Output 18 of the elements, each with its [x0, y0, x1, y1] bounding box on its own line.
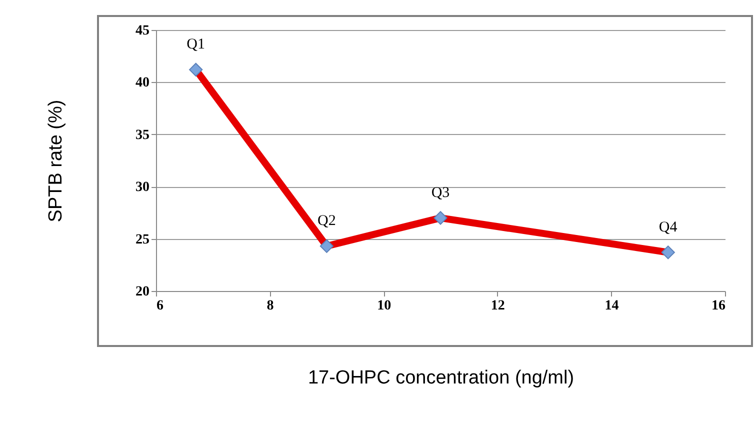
x-tick-label: 16: [712, 298, 726, 314]
annotation: Q1: [186, 36, 205, 53]
x-axis-title: 17-OHPC concentration (ng/ml): [308, 368, 574, 388]
x-tick-label: 6: [156, 298, 164, 314]
annotation: Q3: [431, 184, 450, 201]
x-tick-label: 8: [266, 298, 274, 314]
y-tick-label: 40: [136, 76, 150, 91]
y-axis-title: SPTB rate (%): [46, 100, 66, 222]
x-tick-label: 12: [490, 298, 505, 314]
annotation: Q2: [318, 213, 336, 230]
y-tick-label: 20: [136, 284, 150, 300]
x-tick-label: 10: [377, 298, 392, 314]
y-tick-label: 35: [136, 128, 150, 143]
y-tick-label: 25: [136, 232, 150, 248]
annotation: Q4: [658, 219, 678, 236]
y-tick-label: 30: [136, 180, 150, 196]
y-tick-label: 45: [136, 24, 150, 38]
x-tick-label: 14: [604, 298, 619, 314]
